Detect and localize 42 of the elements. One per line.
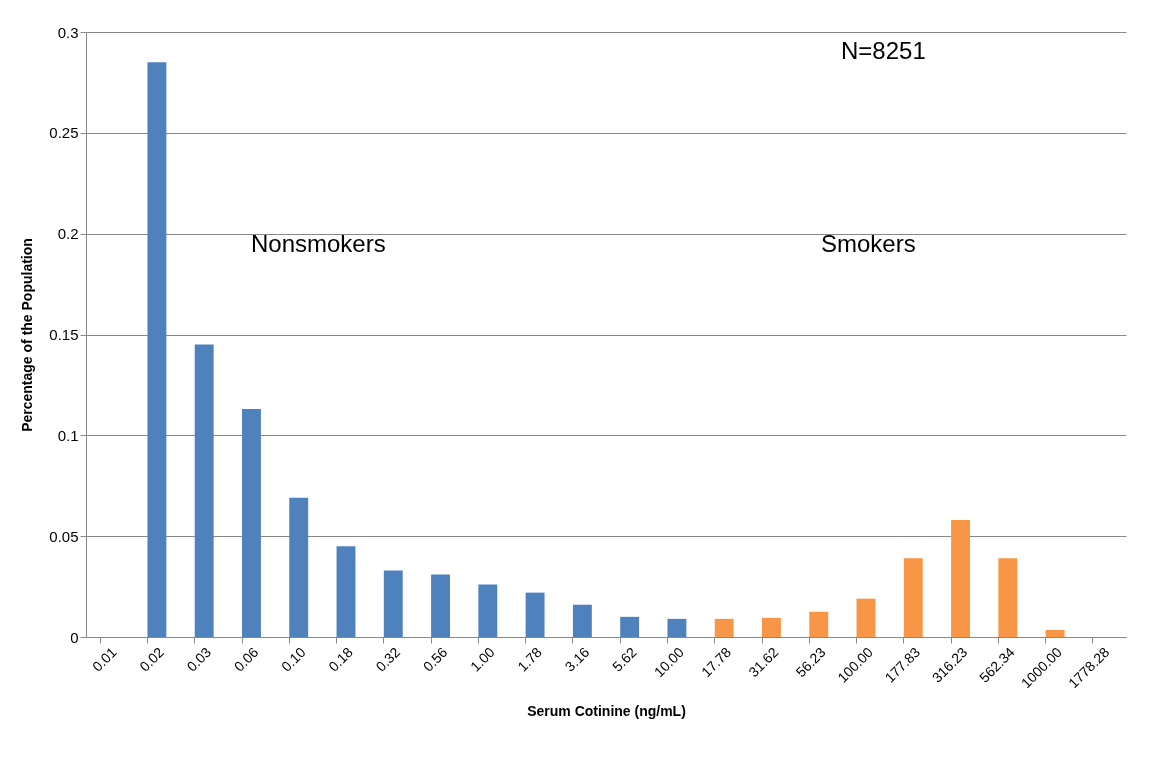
bar xyxy=(431,574,450,637)
annotation: N=8251 xyxy=(841,37,926,64)
bar xyxy=(572,604,592,637)
y-tick-label: 0.25 xyxy=(49,124,79,142)
bar xyxy=(762,617,781,637)
x-tick-label: 5.62 xyxy=(608,643,640,675)
x-tick-label: 0.32 xyxy=(372,643,404,675)
bar xyxy=(289,497,309,637)
bar xyxy=(478,584,498,637)
x-tick-label: 0.18 xyxy=(325,643,357,675)
bar xyxy=(903,558,923,637)
x-tick-label: 0.02 xyxy=(136,643,167,675)
bar xyxy=(951,520,970,637)
bar xyxy=(336,546,356,637)
y-tick-label: 0.3 xyxy=(57,23,79,41)
annotation: Smokers xyxy=(821,230,916,257)
x-tick-label: 0.01 xyxy=(88,643,120,675)
x-tick-label: 3.16 xyxy=(561,643,593,675)
bar xyxy=(856,598,876,637)
bar xyxy=(242,409,261,637)
bar xyxy=(714,618,734,637)
bar xyxy=(998,558,1018,637)
y-tick-label: 0.1 xyxy=(57,426,79,444)
bar xyxy=(194,344,214,637)
bar xyxy=(809,611,829,637)
y-tick-label: 0.2 xyxy=(57,225,79,243)
x-axis-title: Serum Cotinine (ng/mL) xyxy=(527,703,686,720)
y-tick-label: 0 xyxy=(70,628,79,646)
bar xyxy=(1045,629,1065,637)
y-tick-label: 0.15 xyxy=(49,326,79,343)
bar xyxy=(383,570,403,637)
bar xyxy=(667,618,687,637)
annotation: Nonsmokers xyxy=(251,230,386,257)
y-axis-title: Percentage of the Population xyxy=(19,238,36,432)
bar xyxy=(147,62,167,637)
bar xyxy=(525,592,545,637)
bar xyxy=(620,616,640,637)
x-tick-label: 0.06 xyxy=(230,643,262,675)
x-tick-label: 0.10 xyxy=(278,643,309,675)
y-tick-label: 0.05 xyxy=(49,527,79,545)
x-tick-label: 0.56 xyxy=(419,643,451,675)
x-tick-label: 0.03 xyxy=(183,643,215,675)
